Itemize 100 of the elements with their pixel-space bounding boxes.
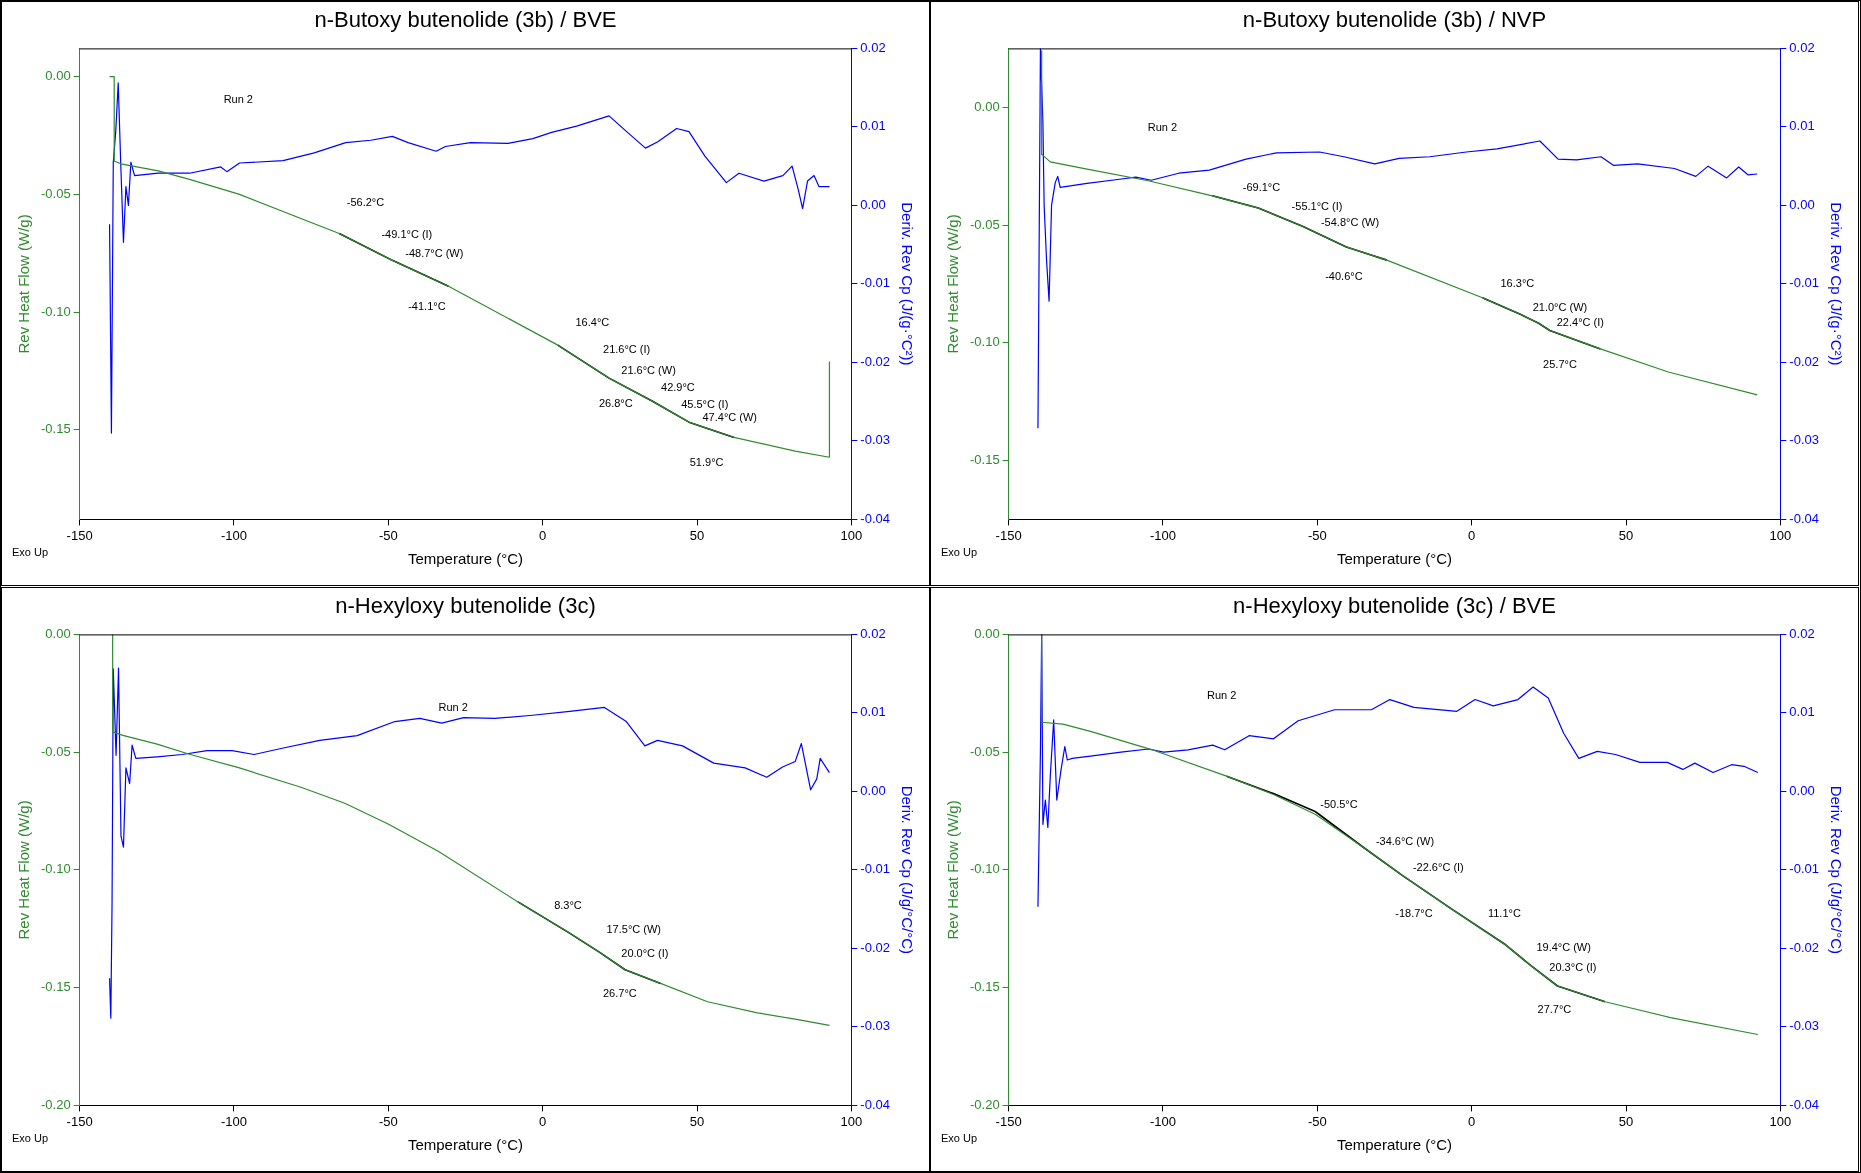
y2-tick-label: -0.03 [1789,432,1820,448]
y2-tick-label: -0.04 [860,510,891,526]
x-tick-label: 0 [539,527,547,543]
x-tick-label: 0 [539,1113,547,1129]
x-tick-label: -100 [220,1113,247,1129]
annotation: 42.9°C [661,381,695,394]
annotation: 25.7°C [1543,358,1577,371]
y-tick-label: 0.00 [45,68,71,84]
y2-tick-label: 0.02 [860,39,886,55]
y2-tick-label: 0.01 [1789,118,1815,134]
annotation: -56.2°C [346,196,385,209]
chart-title: n-Butoxy butenolide (3b) / NVP [1242,7,1547,33]
annotation: -22.6°C (I) [1412,860,1464,873]
annotation: -40.6°C [1325,270,1363,283]
y2-tick-label: -0.04 [1789,1096,1820,1112]
text: Exo Up [941,1131,978,1144]
annotation: 17.5°C (W) [606,922,661,935]
annotation: 51.9°C [689,455,724,468]
y-tick-label: -0.15 [40,421,71,437]
annotation: -49.1°C (I) [381,227,433,240]
text: Exo Up [12,546,49,559]
annotation: -48.7°C (W) [405,246,464,259]
annotation: 20.3°C (I) [1549,960,1597,973]
x-tick-label: 50 [689,1113,705,1129]
x-axis-title: Temperature (°C) [407,550,524,568]
x-tick-label: -100 [1149,1113,1176,1129]
annotation: -54.8°C (W) [1320,215,1380,228]
chart-title: n-Butoxy butenolide (3b) / BVE [314,7,617,33]
y2-axis-title: Deriv. Rev Cp (J/g/°C/°C) [1827,785,1845,954]
y-axis-title: Rev Heat Flow (W/g) [944,799,962,939]
y2-tick-label: -0.03 [860,1017,891,1033]
y-axis-title: Rev Heat Flow (W/g) [944,214,962,354]
y2-tick-label: -0.02 [860,939,891,955]
annotation: 20.0°C (I) [621,946,669,959]
x-axis-title: Temperature (°C) [1336,550,1453,568]
y2-tick-label: 0.01 [1789,703,1815,719]
y-tick-label: 0.00 [45,625,71,641]
y-tick-label: -0.05 [40,743,71,759]
chart-title: n-Hexyloxy butenolide (3c) [335,592,596,618]
annotation: 47.4°C (W) [702,411,758,424]
y2-tick-label: 0.02 [1789,39,1815,55]
annotation: 11.1°C [1487,906,1521,919]
x-tick-label: 50 [1618,527,1634,543]
annotation: 26.8°C [598,397,633,410]
x-axis-title: Temperature (°C) [407,1135,524,1153]
annotation: 16.3°C [1500,276,1535,289]
annotation: 8.3°C [554,898,582,911]
x-tick-label: 100 [1769,1113,1792,1129]
y-tick-label: -0.05 [969,216,1000,232]
chart-title: n-Hexyloxy butenolide (3c) / BVE [1233,592,1556,618]
y2-tick-label: -0.04 [860,1096,891,1112]
y2-tick-label: -0.02 [1789,939,1820,955]
x-tick-label: 0 [1468,527,1476,543]
y2-tick-label: 0.00 [1789,782,1815,798]
y2-tick-label: -0.01 [860,275,891,291]
y-tick-label: -0.15 [969,452,1000,468]
x-tick-label: -150 [66,1113,93,1129]
y2-tick-label: -0.04 [1789,510,1820,526]
annotation: -18.7°C [1395,906,1433,919]
y2-tick-label: -0.01 [1789,860,1820,876]
text: Exo Up [941,546,978,559]
y2-tick-label: 0.00 [1789,196,1815,212]
x-tick-label: -100 [220,527,247,543]
y-tick-label: -0.10 [969,334,1000,350]
y-tick-label: -0.20 [969,1096,1000,1112]
x-tick-label: -150 [66,527,93,543]
y-tick-label: -0.10 [40,303,71,319]
y-tick-label: -0.20 [40,1096,71,1112]
x-tick-label: 50 [689,527,705,543]
annotation: 21.6°C (I) [603,343,651,356]
y2-tick-label: 0.00 [860,196,886,212]
annotation: Run 2 [1147,121,1178,134]
annotation: 26.7°C [602,986,637,999]
y-tick-label: -0.10 [40,860,71,876]
x-tick-label: 100 [840,527,863,543]
annotation: Run 2 [1206,688,1237,701]
x-tick-label: -50 [1307,1113,1327,1129]
annotation: 21.6°C (W) [621,364,676,377]
y2-tick-label: 0.01 [860,703,886,719]
x-tick-label: 100 [1769,527,1792,543]
y2-axis-title: Deriv. Rev Cp (J/(g·°C²)) [898,202,916,366]
y2-tick-label: -0.03 [1789,1017,1820,1033]
annotation: Run 2 [438,700,468,713]
y-tick-label: 0.00 [974,625,1000,641]
annotation: Run 2 [223,93,253,106]
y2-tick-label: 0.01 [860,118,886,134]
x-tick-label: -100 [1149,527,1176,543]
y-tick-label: -0.05 [40,185,71,201]
annotation: -69.1°C [1242,181,1281,194]
y2-tick-label: 0.02 [860,625,886,641]
y2-tick-label: -0.02 [1789,353,1820,369]
y-tick-label: -0.10 [969,860,1000,876]
x-axis-title: Temperature (°C) [1336,1135,1453,1153]
x-tick-label: 50 [1618,1113,1634,1129]
y-tick-label: -0.15 [969,978,1000,994]
y-axis-title: Rev Heat Flow (W/g) [15,799,33,939]
annotation: 27.7°C [1537,1002,1572,1015]
x-tick-label: 0 [1468,1113,1476,1129]
y-tick-label: -0.15 [40,978,71,994]
x-tick-label: -50 [378,527,398,543]
